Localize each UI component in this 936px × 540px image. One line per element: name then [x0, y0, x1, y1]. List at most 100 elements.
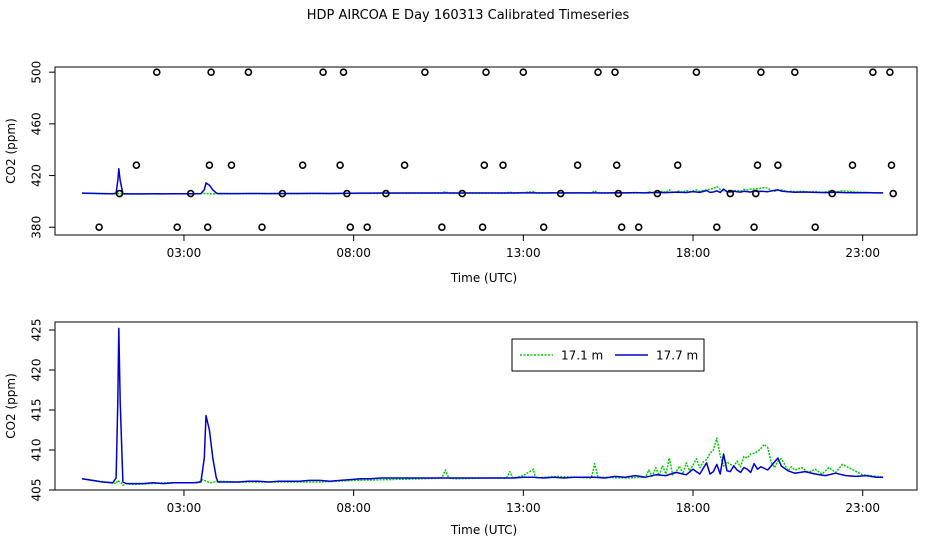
- y-tick-label: 420: [30, 359, 44, 382]
- x-tick-label: 18:00: [676, 246, 711, 260]
- legend-box: [511, 338, 705, 372]
- top-plot-frame: [54, 66, 918, 236]
- scatter-point: [712, 223, 721, 231]
- y-tick-label: 410: [30, 439, 44, 462]
- scatter-point: [173, 223, 181, 231]
- x-tick-label: 08:00: [336, 246, 371, 260]
- scatter-point: [811, 223, 820, 231]
- scatter-point: [258, 223, 266, 231]
- top-series-layer: [82, 168, 884, 195]
- bottom-panel: 405 410 415 420 425 03:00 08:00 13:00 18:00 23:0…: [4, 319, 918, 537]
- figure-title: HDP AIRCOA E Day 160313 Calibrated Times…: [306, 8, 630, 23]
- y-tick-label: 425: [30, 319, 44, 342]
- top-x-axis-title: Time (UTC): [450, 271, 517, 285]
- bottom-y-axis-title: CO2 (ppm): [4, 373, 18, 439]
- scatter-point: [480, 161, 489, 169]
- legend: 17.1 m 17.7 m: [511, 338, 705, 372]
- scatter-point: [617, 223, 626, 231]
- scatter-point: [573, 161, 582, 169]
- scatter-point: [363, 223, 372, 231]
- y-tick-label: 415: [30, 399, 44, 422]
- scatter-point: [556, 189, 565, 198]
- scatter-point: [594, 68, 602, 76]
- scatter-point: [828, 189, 837, 198]
- scatter-point: [438, 223, 446, 231]
- scatter-point: [539, 223, 548, 231]
- x-tick-label: 23:00: [845, 246, 880, 260]
- scatter-point: [421, 68, 429, 76]
- scatter-point: [614, 189, 623, 198]
- x-tick-label: 03:00: [167, 501, 202, 515]
- scatter-point: [336, 161, 344, 169]
- bottom-x-axis-title: Time (UTC): [450, 523, 517, 537]
- y-tick-label: 500: [30, 61, 44, 84]
- scatter-point: [244, 68, 253, 76]
- legend-label-17-1m: 17.1 m: [561, 349, 603, 363]
- scatter-point: [848, 161, 857, 169]
- scatter-point: [205, 161, 214, 169]
- x-tick-label: 13:00: [506, 246, 541, 260]
- series-line-17-1-m: [81, 437, 884, 486]
- top-x-axis: 03:00 08:00 13:00 18:00 23:00: [167, 235, 880, 260]
- scatter-point: [319, 68, 327, 76]
- scatter-point: [692, 68, 701, 76]
- x-tick-label: 13:00: [506, 501, 541, 515]
- series-line-17-7-m: [82, 168, 884, 195]
- series-line-17-1-m: [82, 185, 884, 195]
- scatter-point: [382, 189, 390, 198]
- scatter-point: [886, 68, 894, 76]
- scatter-point: [478, 223, 487, 231]
- y-tick-label: 420: [30, 164, 44, 187]
- scatter-point: [298, 161, 307, 169]
- scatter-point: [132, 161, 141, 169]
- scatter-point: [519, 68, 528, 76]
- scatter-point: [339, 68, 348, 76]
- top-panel: 380 420 460 500 03:00 08:00 13:00 18:00 23:00 T…: [4, 61, 918, 285]
- scatter-point: [482, 68, 490, 76]
- scatter-point: [612, 161, 621, 169]
- scatter-point: [634, 223, 643, 231]
- scatter-point: [753, 161, 762, 169]
- x-tick-label: 18:00: [676, 501, 711, 515]
- scatter-point: [203, 223, 212, 231]
- x-tick-label: 08:00: [336, 501, 371, 515]
- top-y-axis-title: CO2 (ppm): [4, 118, 18, 184]
- x-tick-label: 03:00: [167, 246, 202, 260]
- scatter-point: [115, 189, 124, 198]
- scatter-point: [611, 68, 619, 76]
- series-line-17-7-m: [81, 327, 884, 485]
- scatter-point: [499, 161, 507, 169]
- y-tick-label: 405: [30, 479, 44, 502]
- scatter-point: [400, 161, 409, 169]
- bottom-x-axis: 03:00 08:00 13:00 18:00 23:00: [167, 490, 880, 515]
- scatter-point: [186, 189, 195, 198]
- scatter-point: [887, 161, 896, 169]
- scatter-point: [343, 189, 351, 198]
- scatter-point: [673, 161, 682, 169]
- scatter-point: [95, 223, 103, 231]
- scatter-point: [774, 161, 782, 169]
- scatter-point: [458, 189, 467, 198]
- scatter-point: [751, 189, 760, 198]
- top-scatter-layer: [95, 68, 898, 231]
- scatter-point: [346, 223, 355, 231]
- bottom-series-layer: [81, 327, 884, 486]
- bottom-y-axis: 405 410 415 420 425: [30, 319, 55, 502]
- scatter-point: [757, 68, 765, 76]
- scatter-point: [207, 68, 215, 76]
- scatter-point: [278, 189, 287, 198]
- scatter-point: [750, 223, 758, 231]
- y-tick-label: 460: [30, 112, 44, 135]
- scatter-point: [726, 189, 735, 198]
- legend-label-17-7m: 17.7 m: [656, 349, 698, 363]
- scatter-point: [227, 161, 236, 169]
- x-tick-label: 23:00: [845, 501, 880, 515]
- y-tick-label: 380: [30, 216, 44, 239]
- top-y-axis: 380 420 460 500: [30, 61, 55, 239]
- scatter-point: [653, 189, 662, 198]
- scatter-point: [889, 189, 898, 198]
- bottom-plot-frame: [54, 321, 918, 491]
- scatter-point: [869, 68, 877, 76]
